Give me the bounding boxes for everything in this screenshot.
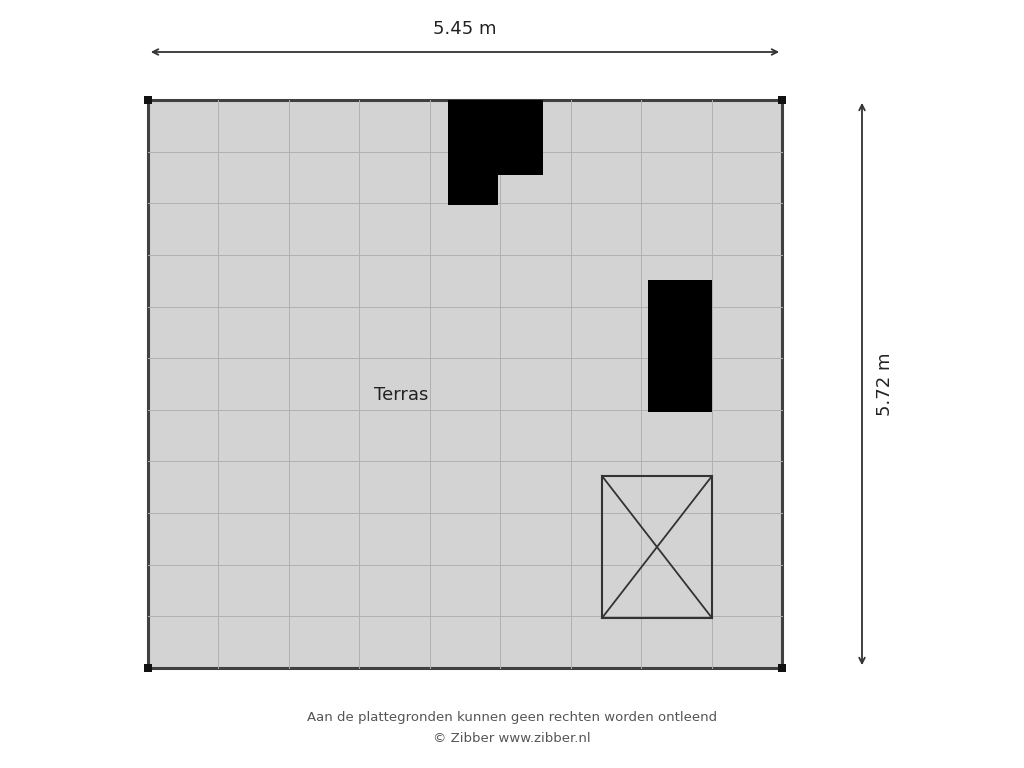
Bar [648, 280, 712, 412]
Text: 5.45 m: 5.45 m [433, 20, 497, 38]
Bar [148, 100, 782, 668]
Bar [144, 96, 152, 104]
Text: Terras: Terras [375, 386, 429, 405]
Text: © Zibber www.zibber.nl: © Zibber www.zibber.nl [433, 731, 591, 744]
Bar [602, 476, 712, 618]
Bar [449, 100, 543, 175]
Bar [778, 664, 786, 672]
Bar [778, 96, 786, 104]
Bar [144, 664, 152, 672]
Bar [449, 175, 498, 205]
Text: Aan de plattegronden kunnen geen rechten worden ontleend: Aan de plattegronden kunnen geen rechten… [307, 711, 717, 724]
Text: 5.72 m: 5.72 m [876, 353, 894, 415]
